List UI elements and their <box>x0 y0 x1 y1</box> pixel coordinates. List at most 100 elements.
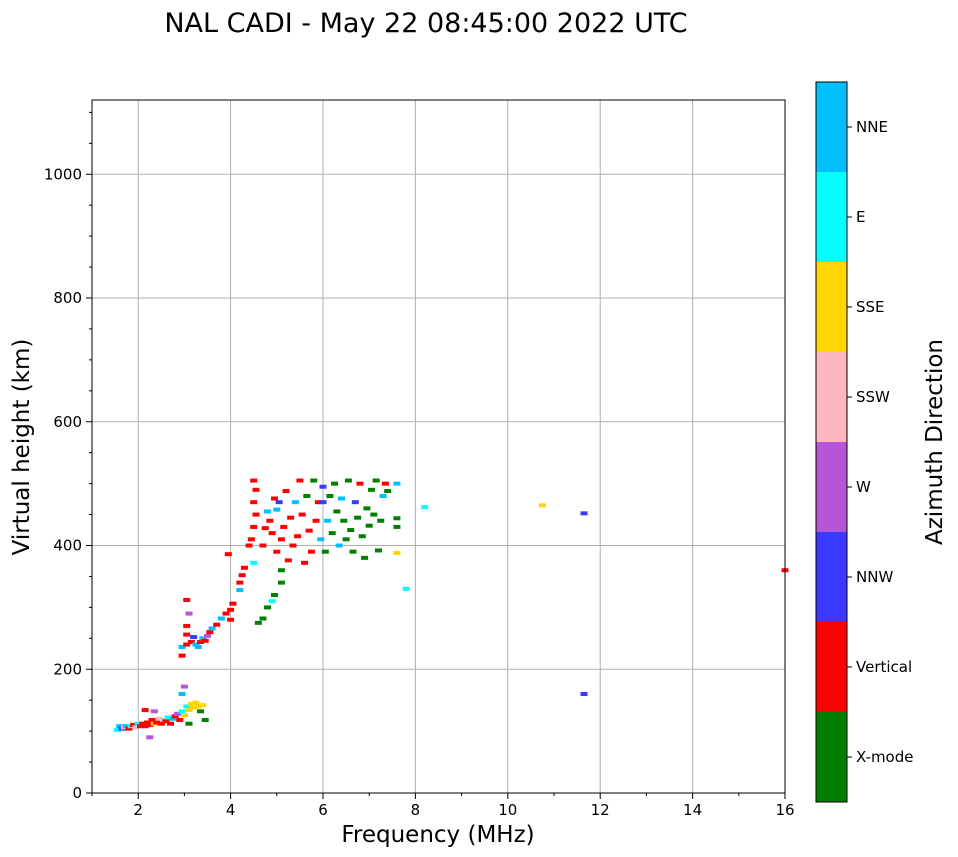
colorbar-label: Vertical <box>856 658 912 676</box>
data-point <box>201 717 209 722</box>
data-point <box>183 597 191 602</box>
data-point <box>116 724 124 729</box>
data-point <box>252 487 260 492</box>
data-point <box>187 640 195 645</box>
data-point <box>264 509 272 514</box>
data-point <box>324 518 332 523</box>
chart-title: NAL CADI - May 22 08:45:00 2022 UTC <box>164 8 687 39</box>
data-point <box>192 642 200 647</box>
data-point <box>155 716 163 721</box>
data-point <box>319 484 327 489</box>
data-point <box>580 511 588 516</box>
data-point <box>197 640 205 645</box>
data-point <box>162 719 170 724</box>
data-point <box>238 573 246 578</box>
data-point <box>227 607 235 612</box>
data-point <box>298 512 306 517</box>
colorbar-label: SSW <box>856 388 890 406</box>
data-point <box>178 653 186 658</box>
data-point <box>153 720 161 725</box>
data-point <box>358 534 366 539</box>
data-point <box>164 715 172 720</box>
data-point <box>393 524 401 529</box>
data-point <box>303 494 311 498</box>
y-tick-label: 0 <box>72 784 82 802</box>
data-point <box>280 524 288 529</box>
data-point <box>240 565 248 570</box>
data-point <box>331 481 339 486</box>
data-point <box>178 692 186 696</box>
data-point <box>282 489 290 494</box>
data-point <box>187 701 195 706</box>
data-point <box>384 489 392 494</box>
y-tick-label: 600 <box>53 413 82 431</box>
colorbar-title: Azimuth Direction <box>922 339 948 545</box>
data-point <box>580 692 588 696</box>
data-point <box>296 478 304 483</box>
data-point <box>261 526 269 531</box>
x-axis-label: Frequency (MHz) <box>341 822 534 848</box>
x-tick-label: 8 <box>411 801 421 819</box>
data-point <box>245 543 253 548</box>
colorbar-label: NNW <box>856 568 893 586</box>
data-point <box>139 721 147 726</box>
data-point <box>379 494 387 498</box>
data-point <box>342 537 350 542</box>
colorbar-segment <box>816 712 847 802</box>
data-point <box>236 580 244 585</box>
data-point <box>213 622 221 627</box>
data-point <box>183 704 191 709</box>
data-point <box>176 717 184 722</box>
colorbar-segment <box>816 82 847 172</box>
data-point <box>190 635 198 640</box>
data-point <box>146 735 154 740</box>
colorbar: X-mode Vertical NNW W SSW SSE E NNE <box>815 81 913 803</box>
data-points <box>113 478 789 740</box>
colorbar-label: E <box>856 208 865 226</box>
data-point <box>347 528 355 533</box>
data-point <box>137 724 145 729</box>
data-point <box>393 516 401 521</box>
data-point <box>333 509 341 514</box>
data-point <box>319 500 327 505</box>
data-point <box>217 616 225 621</box>
data-point <box>141 708 149 713</box>
data-point <box>349 549 357 554</box>
data-point <box>180 713 188 718</box>
data-point <box>372 478 380 483</box>
colorbar-frame <box>815 81 848 803</box>
data-point <box>250 524 258 529</box>
data-point <box>344 478 352 483</box>
data-point <box>183 642 191 647</box>
data-point <box>204 633 211 638</box>
data-point <box>370 512 378 517</box>
data-point <box>150 709 158 714</box>
data-point <box>275 500 283 505</box>
data-point <box>277 580 285 585</box>
data-point <box>130 722 138 727</box>
data-point <box>178 709 186 714</box>
data-point <box>351 500 359 505</box>
data-point <box>252 512 260 517</box>
data-point <box>287 515 295 520</box>
data-point <box>197 709 205 714</box>
data-point <box>183 623 191 628</box>
data-point <box>229 601 237 606</box>
data-point <box>270 496 278 501</box>
colorbar-segment <box>816 262 847 352</box>
data-point <box>273 549 281 554</box>
colorbar-label: X-mode <box>856 748 913 766</box>
data-point <box>185 721 193 726</box>
data-point <box>312 518 320 523</box>
data-point <box>268 531 276 536</box>
data-point <box>143 720 151 725</box>
data-point <box>365 523 373 528</box>
colorbar-segment <box>816 352 847 442</box>
data-point <box>374 548 382 553</box>
data-point <box>254 620 262 625</box>
data-point <box>289 543 297 548</box>
data-point <box>113 727 121 732</box>
data-point <box>294 534 302 539</box>
data-point <box>227 617 235 622</box>
